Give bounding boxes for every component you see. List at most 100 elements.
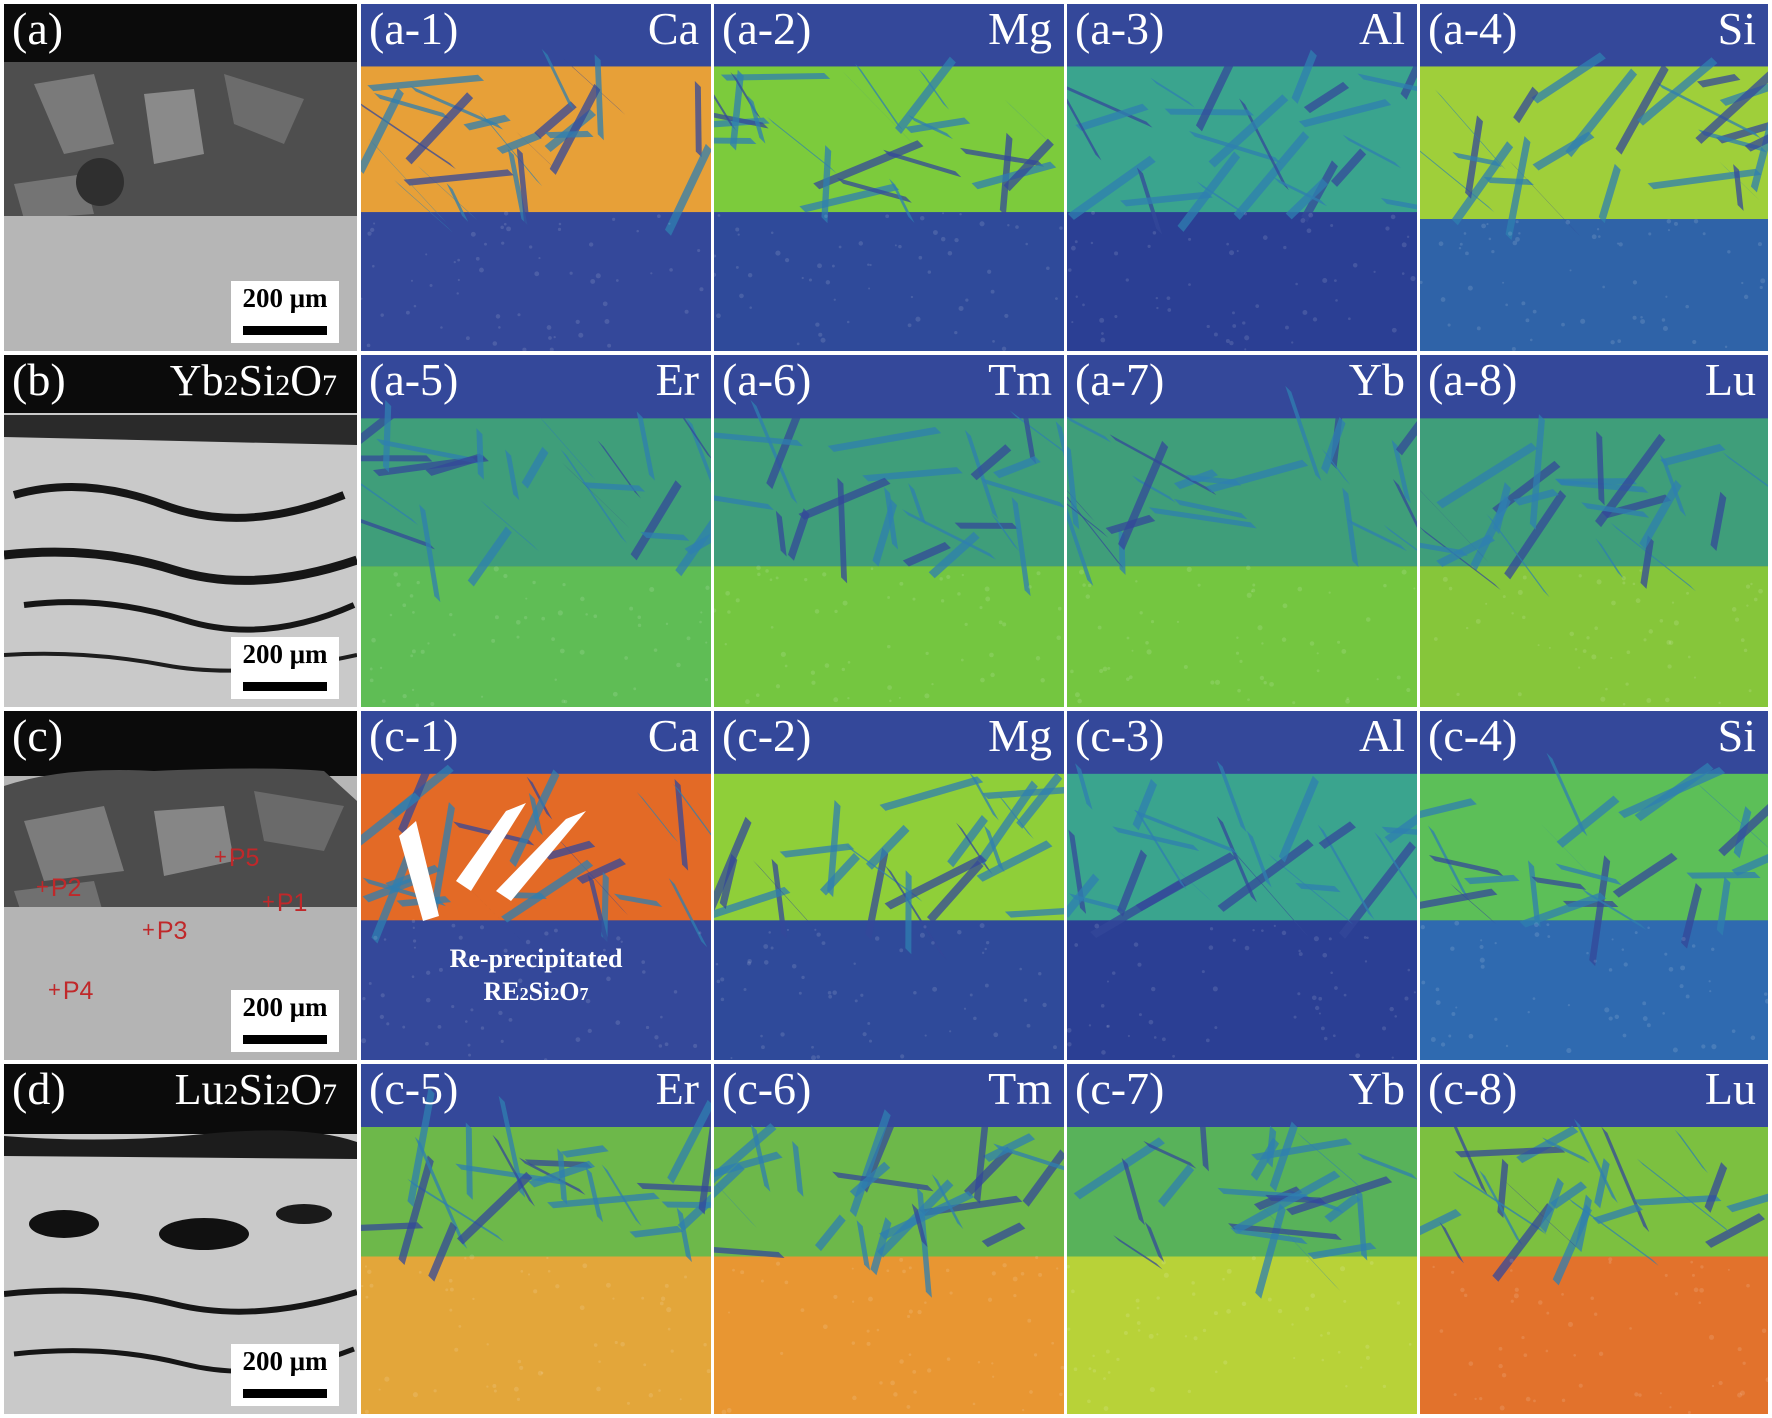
speckle bbox=[1152, 231, 1157, 235]
crystal-flake bbox=[714, 432, 804, 447]
speckle bbox=[979, 923, 985, 929]
annotation-part: 2 bbox=[550, 983, 560, 1004]
crystal-flake bbox=[1531, 52, 1606, 104]
speckle bbox=[1244, 348, 1247, 351]
crystal-flake bbox=[543, 840, 596, 860]
speckle bbox=[585, 613, 588, 616]
speckle bbox=[1494, 941, 1497, 945]
panel-label: (a-3) bbox=[1075, 4, 1165, 54]
speckle bbox=[1413, 587, 1416, 590]
crystal-flake bbox=[714, 1151, 783, 1178]
speckle bbox=[898, 244, 902, 249]
crystal-flake bbox=[983, 1133, 1036, 1163]
speckle bbox=[437, 1024, 442, 1029]
substrate-region bbox=[1067, 920, 1417, 1060]
element-label: Yb bbox=[1348, 1064, 1405, 1114]
crystal-flake bbox=[1246, 830, 1272, 888]
substrate-region bbox=[361, 1256, 711, 1414]
speckle bbox=[548, 336, 552, 340]
speckle bbox=[1328, 937, 1332, 941]
speckle bbox=[816, 932, 821, 937]
speckle bbox=[1038, 972, 1042, 976]
speckle bbox=[866, 1341, 871, 1346]
speckle bbox=[519, 1365, 524, 1370]
speckle bbox=[1244, 335, 1250, 341]
map-panel-c6: (c-6) Tm bbox=[714, 1064, 1064, 1414]
panel-label: (c) bbox=[12, 711, 64, 761]
speckle bbox=[1523, 1353, 1528, 1358]
speckle bbox=[449, 612, 453, 617]
speckle bbox=[1015, 225, 1019, 229]
crystal-flake bbox=[750, 1124, 771, 1192]
speckle bbox=[910, 295, 914, 299]
speckle bbox=[1640, 316, 1643, 319]
crystal-flake bbox=[560, 1145, 609, 1158]
crystal-flake bbox=[361, 455, 433, 462]
speckle bbox=[596, 1386, 601, 1392]
speckle bbox=[438, 967, 443, 972]
crystal-flake bbox=[480, 500, 539, 552]
speckle bbox=[1538, 1300, 1543, 1305]
speckle bbox=[383, 938, 387, 941]
speckle bbox=[1759, 285, 1763, 290]
speckle bbox=[1346, 697, 1350, 700]
crystal-flake bbox=[405, 92, 474, 165]
speckle bbox=[1502, 595, 1506, 599]
crystal-flake bbox=[1428, 854, 1504, 877]
speckle bbox=[553, 928, 558, 933]
crystal-flake bbox=[970, 444, 1012, 481]
crystal-flake bbox=[1109, 434, 1217, 496]
speckle bbox=[1306, 228, 1312, 234]
speckle bbox=[1236, 636, 1239, 639]
speckle bbox=[1481, 223, 1486, 229]
speckle bbox=[452, 633, 456, 637]
speckle bbox=[409, 594, 414, 598]
speckle bbox=[1091, 210, 1095, 215]
speckle bbox=[1465, 626, 1469, 630]
speckle bbox=[411, 919, 416, 923]
speckle bbox=[1761, 1328, 1767, 1333]
speckle bbox=[1635, 598, 1641, 604]
speckle bbox=[977, 1360, 981, 1364]
crystal-flake bbox=[827, 427, 942, 452]
speckle bbox=[1435, 1000, 1441, 1005]
speckle bbox=[1582, 649, 1587, 654]
crystal-flake bbox=[1143, 1140, 1197, 1169]
scale-bar: 200 μm bbox=[231, 1344, 339, 1406]
speckle bbox=[517, 978, 523, 984]
panel-label: (c-6) bbox=[722, 1064, 812, 1114]
speckle bbox=[513, 1386, 519, 1392]
speckle bbox=[963, 1007, 967, 1010]
crystal-flake bbox=[1513, 86, 1539, 124]
speckle bbox=[1743, 648, 1748, 653]
material-part: 7 bbox=[322, 1078, 337, 1111]
speckle bbox=[429, 283, 433, 287]
crystal-flake bbox=[505, 449, 520, 501]
panel-label: (d) bbox=[12, 1064, 66, 1114]
speckle bbox=[1753, 597, 1758, 602]
speckle bbox=[867, 263, 870, 266]
speckle bbox=[604, 319, 610, 324]
sem-image-b bbox=[4, 355, 357, 707]
crystal-flake bbox=[1298, 99, 1392, 128]
speckle bbox=[1664, 952, 1668, 956]
speckle bbox=[1267, 1297, 1272, 1302]
speckle bbox=[547, 1269, 551, 1273]
speckle bbox=[598, 1360, 601, 1363]
crystal-flake bbox=[1492, 1203, 1554, 1282]
speckle bbox=[1079, 569, 1084, 575]
crystal-flake bbox=[1719, 161, 1760, 201]
speckle bbox=[1285, 325, 1289, 330]
speckle bbox=[847, 696, 850, 700]
crystal-flake bbox=[1011, 497, 1031, 597]
speckle bbox=[1046, 266, 1050, 271]
speckle bbox=[533, 1289, 538, 1294]
speckle bbox=[1511, 347, 1516, 351]
speckle bbox=[1407, 968, 1411, 972]
speckle bbox=[927, 1368, 932, 1373]
speckle bbox=[548, 963, 553, 968]
speckle bbox=[1391, 1056, 1394, 1059]
crystal-flake bbox=[1595, 538, 1624, 579]
crystal-flake bbox=[1356, 1188, 1368, 1261]
crystal-flake bbox=[1230, 847, 1310, 938]
